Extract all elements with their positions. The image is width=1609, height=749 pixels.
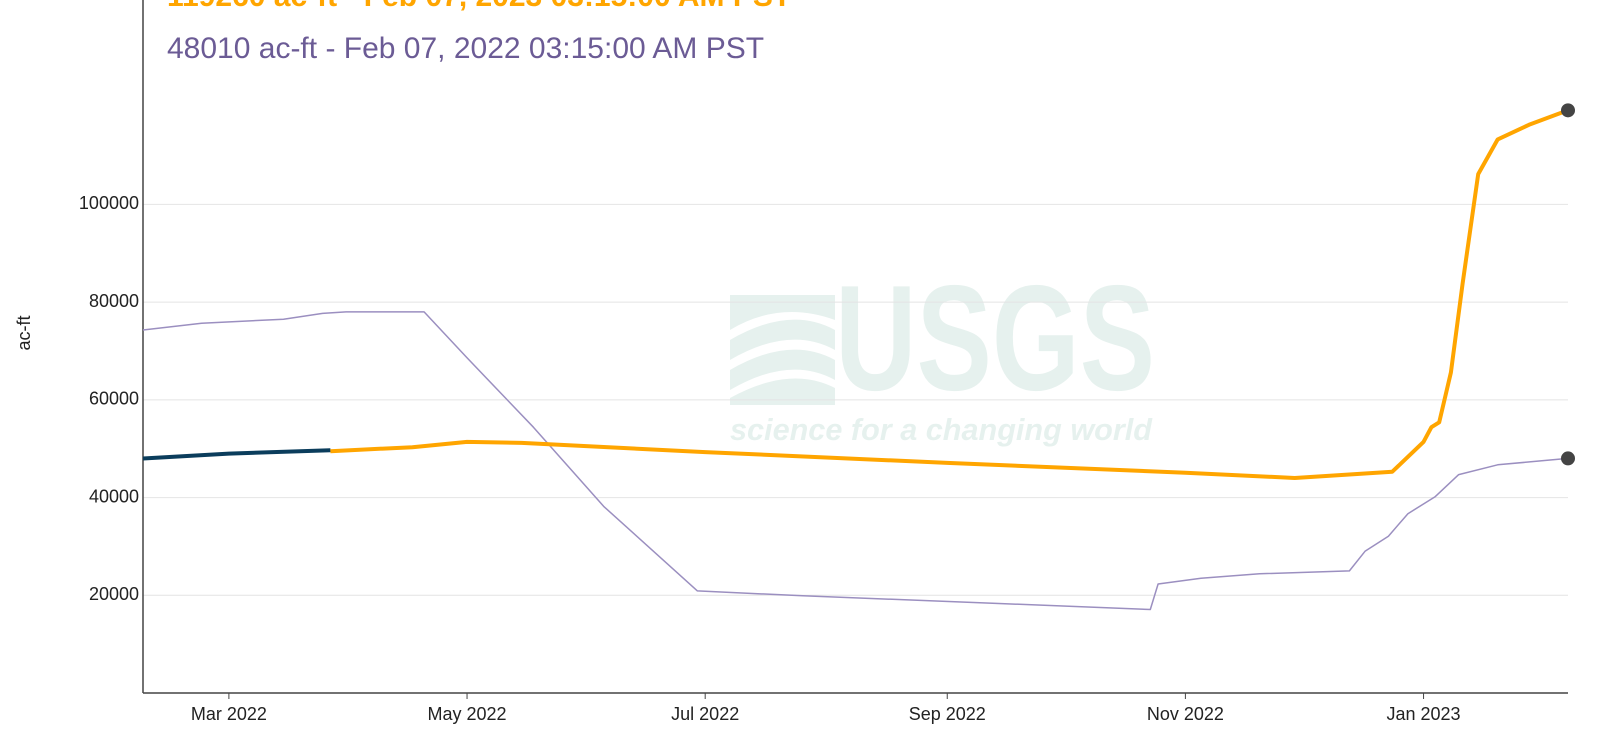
- y-tick-label: 100000: [79, 193, 139, 213]
- chart-title: 119260 ac-ft - Feb 07, 2023 03:15:00 AM …: [167, 0, 791, 13]
- x-tick-label: Jan 2023: [1387, 704, 1461, 724]
- y-tick-label: 40000: [89, 486, 139, 506]
- chart-subtitle: 48010 ac-ft - Feb 07, 2022 03:15:00 AM P…: [167, 32, 764, 65]
- y-tick-label: 60000: [89, 389, 139, 409]
- watermark-logo: [730, 295, 835, 405]
- x-tick-label: Sep 2022: [909, 704, 986, 724]
- series-line: [142, 448, 331, 461]
- x-tick-label: Mar 2022: [191, 704, 267, 724]
- series-line: [142, 311, 1569, 611]
- series-line: [330, 108, 1569, 480]
- end-marker: [1561, 103, 1575, 118]
- x-tick-label: Jul 2022: [671, 704, 739, 724]
- watermark-text: USGS: [835, 254, 1155, 422]
- x-tick-label: Nov 2022: [1147, 704, 1224, 724]
- watermark-tagline: science for a changing world: [730, 412, 1153, 447]
- end-marker: [1561, 451, 1575, 466]
- y-tick-label: 80000: [89, 291, 139, 311]
- y-axis-label: ac-ft: [14, 315, 34, 350]
- x-tick-label: May 2022: [428, 704, 507, 724]
- y-tick-label: 20000: [89, 584, 139, 604]
